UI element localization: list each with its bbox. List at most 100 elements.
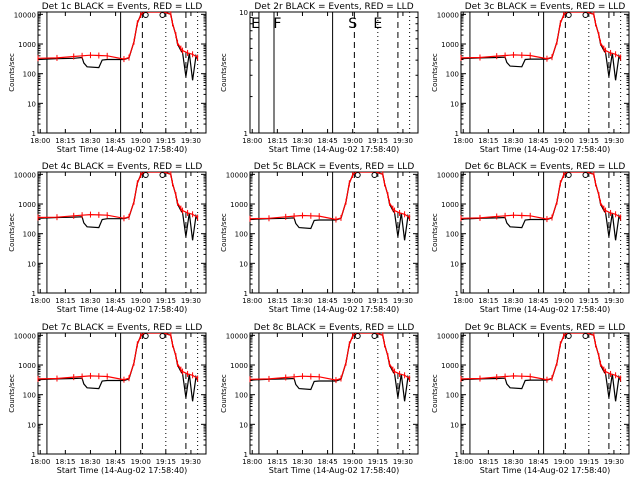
x-tick-label: 18:15 — [55, 297, 75, 305]
y-tick-label: 10000 — [437, 171, 459, 179]
x-tick-label: 19:30 — [393, 137, 413, 145]
x-axis-label: Start Time (14-Aug-02 17:58:40) — [269, 145, 400, 154]
x-tick-label: 18:00 — [242, 458, 262, 466]
segment-label: E — [373, 16, 382, 32]
series-lld-line — [250, 333, 410, 381]
saturation-marker — [371, 172, 378, 178]
plot-frame — [460, 171, 630, 294]
y-axis-label: Counts/sec — [431, 374, 439, 413]
saturation-marker — [142, 12, 149, 18]
x-axis-label: Start Time (14-Aug-02 17:58:40) — [480, 466, 611, 475]
y-tick-label: 100 — [446, 231, 459, 239]
series-events-line — [461, 172, 622, 241]
x-tick-label: 19:00 — [131, 137, 151, 145]
y-axis-label: Counts/sec — [8, 374, 16, 413]
x-tick-label: 19:00 — [343, 137, 363, 145]
y-tick-label: 10 — [239, 9, 248, 17]
saturation-marker — [371, 333, 378, 339]
y-tick-label: 1 — [455, 130, 459, 138]
y-tick-label: 1 — [244, 451, 248, 459]
saturation-marker — [159, 333, 166, 339]
y-tick-label: 10 — [27, 100, 36, 108]
y-tick-label: 10000 — [226, 171, 248, 179]
x-tick-label: 19:30 — [604, 137, 624, 145]
x-tick-label: 18:15 — [267, 297, 287, 305]
x-tick-label: 19:00 — [554, 137, 574, 145]
series-lld-line — [38, 172, 198, 219]
saturation-marker — [582, 12, 589, 18]
plot-frame — [249, 171, 419, 294]
panel-det-6: Det 6c BLACK = Events, RED = LLD 18:00 18:… — [431, 162, 630, 314]
x-tick-label: 18:00 — [30, 137, 50, 145]
x-tick-label: 18:15 — [55, 137, 75, 145]
panel-det-4: Det 4c BLACK = Events, RED = LLD 18:00 18:… — [8, 162, 207, 314]
x-tick-label: 18:45 — [105, 137, 125, 145]
y-tick-label: 100 — [23, 71, 36, 79]
plot-frame — [37, 332, 207, 455]
y-tick-label: 10000 — [14, 171, 36, 179]
panel-det-7: Det 7c BLACK = Events, RED = LLD 18:00 18:… — [8, 323, 207, 475]
x-tick-label: 19:15 — [579, 458, 599, 466]
series-events-line — [38, 333, 199, 402]
x-tick-label: 18:15 — [478, 458, 498, 466]
y-tick-label: 1000 — [18, 41, 36, 49]
x-tick-label: 18:15 — [478, 297, 498, 305]
saturation-marker — [582, 172, 589, 178]
x-tick-label: 18:30 — [80, 297, 100, 305]
x-tick-label: 18:30 — [292, 297, 312, 305]
series-lld-line — [38, 333, 198, 381]
y-axis-label: Counts/sec — [8, 53, 16, 92]
y-axis-label: Counts/sec — [431, 53, 439, 92]
y-axis-label: Counts/sec — [220, 374, 228, 413]
y-tick-label: 100 — [446, 392, 459, 400]
y-tick-label: 1000 — [18, 362, 36, 370]
panel-det-5: Det 5c BLACK = Events, RED = LLD 18:00 18:… — [220, 162, 419, 314]
y-tick-label: 10 — [450, 421, 459, 429]
y-tick-label: 100 — [23, 392, 36, 400]
x-tick-label: 19:15 — [368, 137, 388, 145]
y-tick-label: 10000 — [14, 332, 36, 340]
x-axis-label: Start Time (14-Aug-02 17:58:40) — [57, 466, 188, 475]
x-tick-label: 18:15 — [267, 458, 287, 466]
series-events-line — [250, 172, 411, 241]
x-tick-label: 19:00 — [131, 297, 151, 305]
series-lld-line — [38, 12, 198, 60]
saturation-marker — [582, 333, 589, 339]
y-tick-label: 100 — [235, 231, 248, 239]
series-lld-line — [250, 172, 410, 221]
saturation-marker — [565, 12, 572, 18]
segment-label: E — [251, 16, 260, 32]
x-axis-label: Start Time (14-Aug-02 17:58:40) — [269, 466, 400, 475]
x-tick-label: 18:00 — [242, 297, 262, 305]
saturation-marker — [565, 172, 572, 178]
panel-title: Det 7c BLACK = Events, RED = LLD — [42, 323, 203, 333]
x-tick-label: 18:30 — [292, 137, 312, 145]
x-tick-label: 18:00 — [453, 297, 473, 305]
x-tick-label: 18:30 — [503, 297, 523, 305]
saturation-marker — [354, 333, 361, 339]
series-lld-line — [461, 172, 621, 220]
panel-det-8: Det 8c BLACK = Events, RED = LLD 18:00 18:… — [220, 323, 419, 475]
y-tick-label: 100 — [23, 231, 36, 239]
x-tick-label: 18:45 — [528, 137, 548, 145]
y-tick-label: 1 — [244, 290, 248, 298]
y-tick-label: 100 — [235, 392, 248, 400]
x-tick-label: 19:15 — [368, 297, 388, 305]
plot-frame — [37, 11, 207, 134]
x-tick-label: 19:15 — [579, 137, 599, 145]
x-tick-label: 18:15 — [55, 458, 75, 466]
x-tick-label: 19:30 — [181, 458, 201, 466]
y-tick-label: 1000 — [18, 201, 36, 209]
y-tick-label: 10 — [450, 260, 459, 268]
panel-title: Det 4c BLACK = Events, RED = LLD — [42, 162, 203, 172]
panel-det-9: Det 9c BLACK = Events, RED = LLD 18:00 18:… — [431, 323, 630, 475]
x-tick-label: 19:00 — [343, 297, 363, 305]
x-tick-label: 19:15 — [156, 458, 176, 466]
plot-frame — [460, 332, 630, 455]
saturation-marker — [159, 172, 166, 178]
x-tick-label: 18:30 — [503, 458, 523, 466]
y-tick-label: 1000 — [230, 362, 248, 370]
y-tick-label: 1 — [455, 451, 459, 459]
x-tick-label: 19:30 — [604, 297, 624, 305]
x-tick-label: 19:30 — [181, 137, 201, 145]
